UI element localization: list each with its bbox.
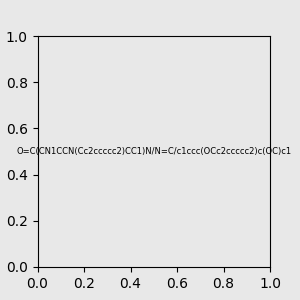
Text: O=C(CN1CCN(Cc2ccccc2)CC1)N/N=C/c1ccc(OCc2ccccc2)c(OC)c1: O=C(CN1CCN(Cc2ccccc2)CC1)N/N=C/c1ccc(OCc…: [16, 147, 291, 156]
